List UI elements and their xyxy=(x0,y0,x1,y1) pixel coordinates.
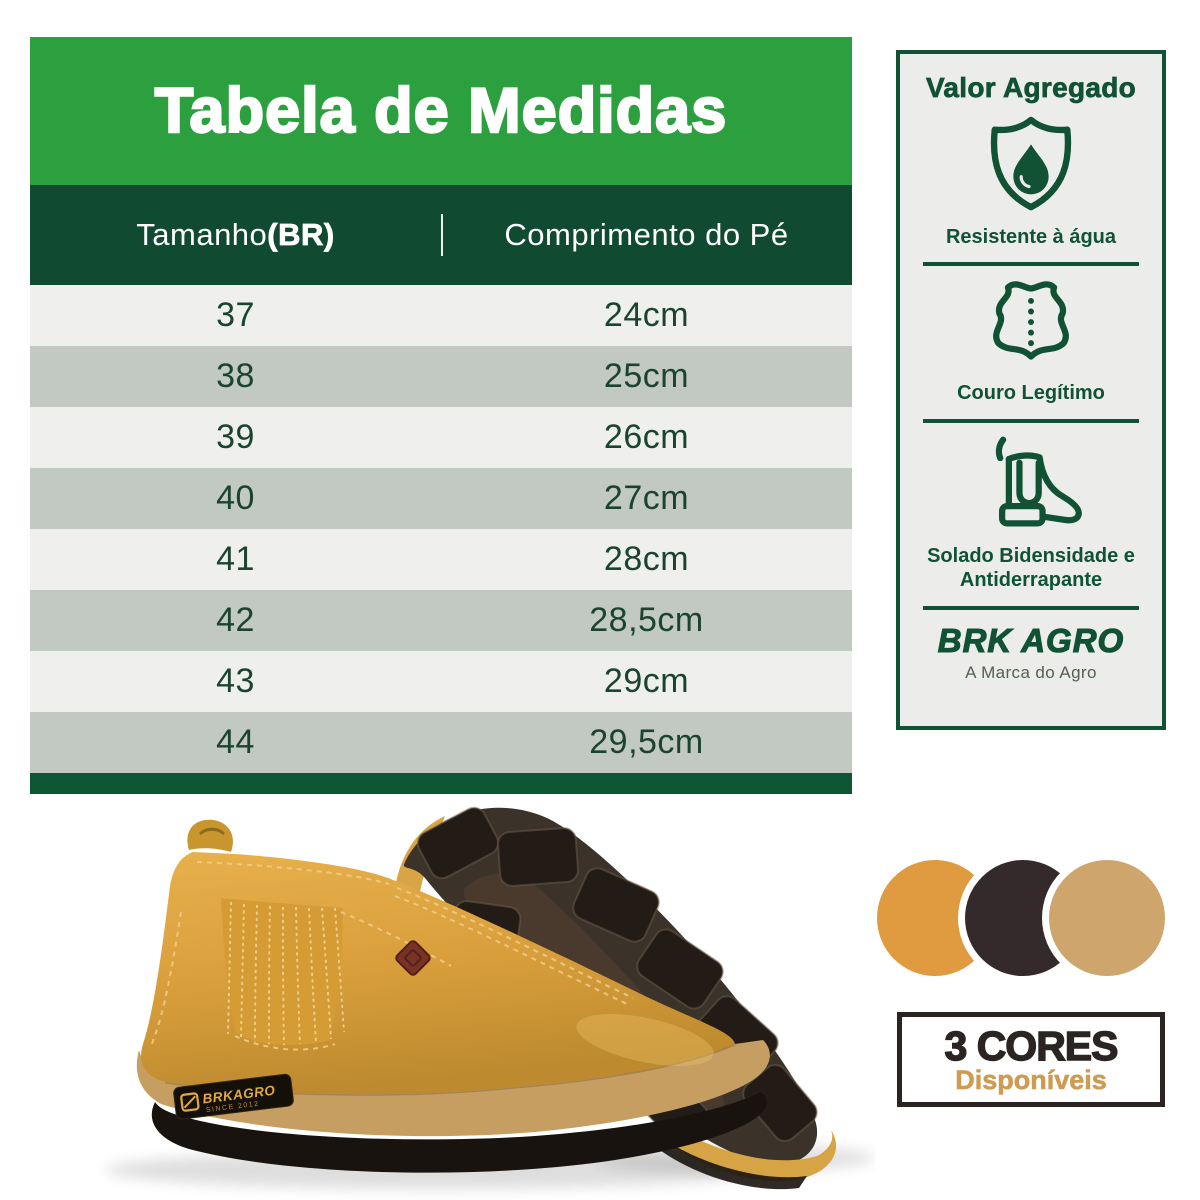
card-divider xyxy=(923,262,1139,267)
card-divider xyxy=(923,605,1139,610)
size-value: 43 xyxy=(216,662,255,700)
elastic-gusset xyxy=(221,898,343,1046)
size-value: 44 xyxy=(216,723,255,761)
size-value: 38 xyxy=(216,357,255,395)
header-column-divider xyxy=(441,214,443,256)
value-card-title: Valor Agregado xyxy=(925,72,1137,104)
leather-icon xyxy=(983,276,1079,375)
size-value: 41 xyxy=(216,540,255,578)
table-footer-bar xyxy=(30,773,852,794)
size-value: 42 xyxy=(216,601,255,639)
table-row: 38 25cm xyxy=(30,346,852,407)
value-card: Valor Agregado Resistente à água xyxy=(896,50,1166,730)
color-swatch-tan xyxy=(1049,860,1165,976)
feature-genuine-leather: Couro Legítimo xyxy=(915,266,1147,423)
feature-label: Resistente à água xyxy=(945,226,1117,248)
table-row: 41 28cm xyxy=(30,529,852,590)
feature-water-resistant: Resistente à água xyxy=(915,104,1147,267)
length-value: 28cm xyxy=(603,540,690,578)
table-row: 44 29,5cm xyxy=(30,712,852,773)
column-header-size: Tamanho(BR) xyxy=(136,217,335,253)
feature-label: Couro Legítimo xyxy=(957,382,1105,405)
feature-label: Solado Bidensidade e Antiderrapante xyxy=(927,544,1135,592)
size-value: 37 xyxy=(216,296,255,334)
card-divider xyxy=(923,418,1139,423)
brand-tagline: A Marca do Agro xyxy=(965,662,1097,682)
colors-availability-label: Disponíveis xyxy=(955,1064,1107,1095)
brand-logo: BRK AGRO xyxy=(937,621,1125,659)
table-row: 39 26cm xyxy=(30,407,852,468)
front-boot: BRKAGRO SINCE 2012 xyxy=(136,819,770,1173)
table-row: 37 24cm xyxy=(30,285,852,346)
length-value: 28,5cm xyxy=(589,601,704,639)
boot-icon xyxy=(976,433,1086,538)
table-row: 43 29cm xyxy=(30,651,852,712)
length-value: 25cm xyxy=(603,357,690,395)
length-value: 27cm xyxy=(603,479,690,517)
product-photo-boots: BRKAGRO SINCE 2012 xyxy=(105,806,875,1190)
column-header-length: Comprimento do Pé xyxy=(504,217,789,252)
size-table: Tabela de Medidas Tamanho(BR) Compriment… xyxy=(30,37,852,794)
colors-count-label: 3 CORES xyxy=(944,1022,1119,1069)
column-header-size-unit: (BR) xyxy=(267,217,335,253)
length-value: 24cm xyxy=(603,296,690,334)
length-value: 26cm xyxy=(603,418,690,456)
heel-brand-label: BRKAGRO SINCE 2012 xyxy=(173,1073,294,1120)
size-value: 40 xyxy=(216,479,255,517)
size-table-header-row: Tamanho(BR) Comprimento do Pé xyxy=(30,185,852,285)
table-row: 42 28,5cm xyxy=(30,590,852,651)
size-table-title-bar: Tabela de Medidas xyxy=(30,37,852,185)
size-table-rows: 37 24cm 38 25cm 39 26cm 40 27cm 41 28cm 42 28,… xyxy=(30,285,852,773)
brand-patch xyxy=(395,940,431,976)
size-value: 39 xyxy=(216,418,255,456)
pull-tab xyxy=(187,819,233,852)
shield-water-icon xyxy=(985,114,1077,219)
page-title: Tabela de Medidas xyxy=(154,75,728,147)
table-row: 40 27cm xyxy=(30,468,852,529)
length-value: 29,5cm xyxy=(589,723,704,761)
length-value: 29cm xyxy=(603,662,690,700)
colors-available-box: 3 CORES Disponíveis xyxy=(897,1012,1165,1107)
color-swatches xyxy=(877,860,1165,976)
feature-sole: Solado Bidensidade e Antiderrapante xyxy=(915,423,1147,610)
